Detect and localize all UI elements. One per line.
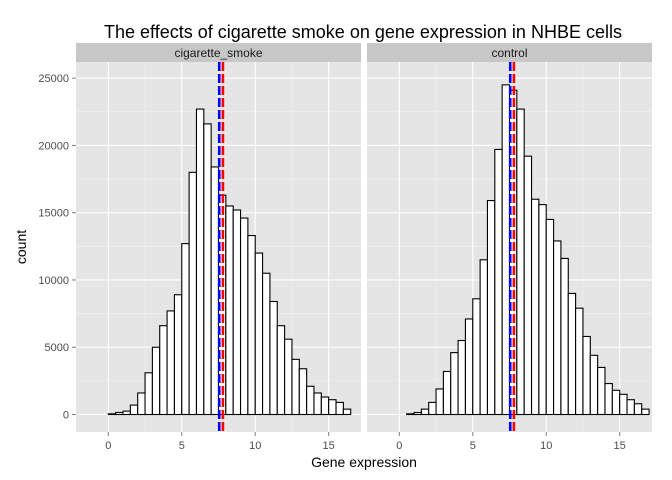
panel-cigarette-smoke: cigarette_smoke	[76, 43, 361, 432]
histogram-bar-control	[575, 307, 584, 416]
histogram-bar-cigarette-smoke	[262, 272, 271, 416]
x-axis-control: 0 5 10 15	[396, 432, 626, 452]
histogram-bar-cigarette-smoke	[203, 123, 212, 416]
histogram-bar-cigarette-smoke	[269, 300, 278, 416]
histogram-bar-control	[523, 155, 533, 416]
histogram-bar-cigarette-smoke	[291, 358, 300, 416]
y-tick-label: 0	[63, 410, 69, 422]
histogram-bar-control	[611, 389, 621, 416]
histogram-bar-cigarette-smoke	[342, 408, 352, 416]
histogram-bar-control	[486, 200, 496, 416]
x-tick-label: 10	[249, 440, 261, 452]
chart-title: The effects of cigarette smoke on gene e…	[104, 22, 622, 42]
histogram-bar-control	[435, 388, 444, 416]
panel-control: control	[367, 43, 652, 432]
histogram-bar-control	[494, 148, 503, 416]
histogram-bar-cigarette-smoke	[115, 411, 124, 416]
histogram-bar-control	[479, 259, 489, 416]
bars-control	[406, 84, 650, 416]
histogram-bar-cigarette-smoke	[328, 399, 337, 416]
histogram-bar-control	[582, 335, 591, 416]
histogram-bar-control	[545, 218, 555, 416]
y-tick-label: 15000	[38, 208, 69, 220]
histogram-bar-cigarette-smoke	[107, 413, 117, 416]
histogram-bar-cigarette-smoke	[173, 294, 183, 416]
histogram-bar-control	[626, 399, 635, 416]
histogram-bar-cigarette-smoke	[181, 243, 190, 416]
histogram-bar-control	[472, 298, 481, 416]
histogram-bar-cigarette-smoke	[276, 325, 286, 416]
y-tick-label: 20000	[38, 140, 69, 152]
histogram-bar-control	[619, 393, 628, 416]
vlines-cigarette-smoke	[217, 62, 225, 432]
histogram-bar-control	[428, 401, 437, 416]
histogram-bar-cigarette-smoke	[129, 404, 139, 416]
x-tick-label: 5	[470, 440, 476, 452]
histogram-bar-cigarette-smoke	[144, 372, 153, 416]
x-tick-label: 0	[396, 440, 402, 452]
histogram-bar-cigarette-smoke	[320, 396, 330, 416]
histogram-bar-control	[530, 198, 540, 416]
histogram-bar-cigarette-smoke	[137, 392, 146, 416]
strip-label-cigarette-smoke: cigarette_smoke	[174, 46, 262, 60]
histogram-bar-control	[442, 370, 452, 416]
histogram-bar-cigarette-smoke	[232, 209, 242, 416]
histogram-bar-cigarette-smoke	[210, 166, 220, 416]
histogram-bar-control	[589, 354, 599, 416]
histogram-bar-control	[641, 408, 650, 416]
histogram-bar-control	[406, 413, 415, 416]
histogram-bar-cigarette-smoke	[247, 235, 256, 416]
histogram-bar-control	[501, 84, 511, 416]
histogram-bar-control	[604, 383, 613, 416]
histogram-bar-control	[413, 411, 422, 416]
x-tick-label: 0	[105, 440, 111, 452]
histogram-bar-cigarette-smoke	[298, 368, 308, 416]
histogram-bar-control	[516, 108, 525, 416]
histogram-bar-control	[597, 366, 606, 416]
strip-cigarette-smoke	[76, 43, 361, 62]
histogram-bar-cigarette-smoke	[306, 385, 315, 416]
histogram-bar-control	[553, 240, 562, 416]
histogram-bar-cigarette-smoke	[151, 346, 161, 416]
histogram-bar-cigarette-smoke	[122, 410, 131, 416]
histogram-bar-cigarette-smoke	[166, 310, 175, 416]
histogram-bar-cigarette-smoke	[239, 217, 249, 416]
y-tick-label: 25000	[38, 73, 69, 85]
x-tick-label: 15	[614, 440, 626, 452]
x-tick-label: 10	[540, 440, 552, 452]
histogram-bar-control	[420, 408, 430, 416]
vlines-control	[508, 62, 516, 432]
histogram-bar-control	[464, 318, 474, 416]
histogram-bar-control	[567, 292, 577, 416]
histogram-bar-control	[633, 403, 643, 416]
histogram-bar-cigarette-smoke	[313, 392, 322, 416]
strip-control	[367, 43, 652, 62]
histogram-bar-control	[538, 204, 547, 416]
histogram-bar-cigarette-smoke	[284, 338, 293, 416]
histogram-bar-control	[457, 339, 466, 416]
histogram-bar-cigarette-smoke	[188, 171, 198, 416]
histogram-bar-cigarette-smoke	[225, 205, 234, 416]
histogram-bar-control	[560, 257, 569, 416]
histogram-bar-cigarette-smoke	[254, 252, 264, 416]
y-axis: 0 5000 10000 15000 20000 25000	[38, 73, 76, 422]
histogram-bar-cigarette-smoke	[335, 401, 344, 416]
y-tick-label: 5000	[45, 342, 69, 354]
x-tick-label: 5	[179, 440, 185, 452]
strip-label-control: control	[491, 46, 527, 60]
histogram-bar-control	[450, 352, 459, 416]
histogram-bar-cigarette-smoke	[159, 325, 168, 416]
x-axis-cigarette-smoke: 0 5 10 15	[105, 432, 335, 452]
y-axis-title: count	[13, 230, 29, 264]
x-tick-label: 15	[323, 440, 335, 452]
x-axis-title: Gene expression	[311, 454, 417, 470]
histogram-bar-cigarette-smoke	[195, 108, 205, 416]
y-tick-label: 10000	[38, 275, 69, 287]
